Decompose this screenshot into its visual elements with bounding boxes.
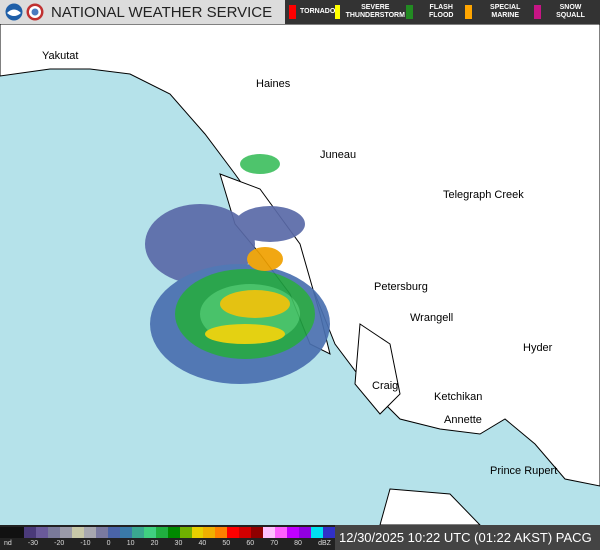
color-swatch: [239, 527, 252, 538]
nws-logo-icon: [26, 3, 44, 21]
color-swatch: [167, 527, 180, 538]
color-swatch: [299, 527, 312, 538]
warning-label: SPECIAL MARINE: [490, 4, 521, 19]
color-swatch: [215, 527, 228, 538]
city-label: Ketchikan: [434, 391, 483, 403]
color-swatch: [71, 527, 84, 538]
radar-echoes: [145, 154, 330, 384]
warning-label: SEVERE THUNDERSTORM: [345, 4, 405, 19]
scale-tick: 30: [174, 540, 183, 547]
timestamp: 12/30/2025 10:22 UTC (01:22 AKST) PACG: [335, 525, 600, 550]
city-label: Petersburg: [374, 281, 428, 293]
warning-type: FLASH FLOOD: [406, 4, 465, 20]
color-swatch: [251, 527, 264, 538]
scale-tick: 0: [106, 540, 111, 547]
warning-label: TORNADO: [300, 8, 336, 15]
warning-swatch: [465, 5, 473, 19]
scale-tick: -20: [54, 540, 65, 547]
color-swatch: [275, 527, 288, 538]
color-swatch: [287, 527, 300, 538]
warning-type: SPECIAL MARINE: [465, 4, 534, 20]
scale-tick: 20: [150, 540, 159, 547]
color-swatch: [47, 527, 60, 538]
scale-tick: 60: [246, 540, 255, 547]
color-swatch: [191, 527, 204, 538]
city-label: Annette: [444, 414, 482, 426]
color-swatch: [95, 527, 108, 538]
color-swatch: [203, 527, 216, 538]
city-label: Haines: [256, 78, 291, 90]
warning-type: SNOW SQUALL: [534, 4, 596, 20]
color-swatch: [0, 527, 12, 538]
color-swatch: [155, 527, 168, 538]
color-swatch: [119, 527, 132, 538]
scale-tick: 40: [198, 540, 207, 547]
city-label: Craig: [372, 380, 399, 392]
nws-branding: NATIONAL WEATHER SERVICE: [0, 0, 285, 24]
color-swatch: [227, 527, 240, 538]
warning-swatch: [406, 5, 414, 19]
color-swatch: [263, 527, 276, 538]
color-swatch: [83, 527, 96, 538]
city-label: Yakutat: [42, 50, 79, 62]
scale-ticks: nd -30 -20 -10 0 10 20 30 40 50 60 70 80 dBZ: [0, 540, 335, 547]
warning-swatch: [534, 5, 542, 19]
radar-map[interactable]: [0, 24, 600, 525]
scale-tick: 80: [294, 540, 302, 547]
city-label: Hyder: [523, 342, 553, 354]
color-swatch: [323, 527, 336, 538]
scale-tick: nd: [4, 540, 12, 547]
city-label: Juneau: [320, 149, 357, 161]
warning-type: TORNADO: [289, 5, 335, 19]
scale-tick: 50: [222, 540, 231, 547]
warning-label: FLASH FLOOD: [428, 4, 454, 19]
city-label: Telegraph Creek: [443, 189, 524, 201]
scale-tick: 10: [126, 540, 135, 547]
warning-legend: TORNADO SEVERE THUNDERSTORM FLASH FLOOD SPE…: [285, 0, 600, 24]
warning-swatch: [335, 5, 341, 19]
dbz-color-scale: nd -30 -20 -10 0 10 20 30 40 50 60 70 80 dBZ: [0, 525, 336, 550]
color-swatch: [35, 527, 48, 538]
color-swatch: [131, 527, 144, 538]
city-label: Prince Rupert: [490, 465, 558, 477]
scale-tick: dBZ: [318, 540, 331, 547]
color-swatch: [23, 527, 36, 538]
city-label: Wrangell: [410, 312, 454, 324]
color-swatch: [107, 527, 120, 538]
color-swatch: [11, 527, 24, 538]
color-swatch: [179, 527, 192, 538]
warning-type: SEVERE THUNDERSTORM: [335, 4, 406, 20]
footer-bar: nd -30 -20 -10 0 10 20 30 40 50 60 70 80 dBZ 12/30/20…: [0, 525, 600, 550]
header-bar: NATIONAL WEATHER SERVICE TORNADO SEVERE T…: [0, 0, 600, 24]
warning-swatch: [289, 5, 296, 19]
color-swatch: [59, 527, 72, 538]
color-swatch: [143, 527, 156, 538]
page-title: NATIONAL WEATHER SERVICE: [51, 3, 273, 21]
color-swatch: [311, 527, 324, 538]
color-bar: [0, 527, 336, 538]
scale-tick: -10: [80, 540, 91, 547]
noaa-logo-icon: [5, 3, 23, 21]
scale-tick: -30: [27, 540, 39, 547]
scale-tick: 70: [270, 540, 279, 547]
warning-label: SNOW SQUALL: [556, 4, 585, 19]
